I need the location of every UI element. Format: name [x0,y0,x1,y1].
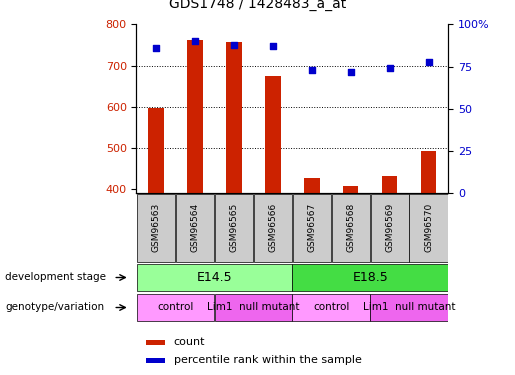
Bar [421,151,436,193]
Point [347,69,355,75]
Text: GSM96563: GSM96563 [151,203,161,252]
FancyBboxPatch shape [136,264,292,291]
Point [307,67,316,73]
Bar [148,108,164,193]
FancyBboxPatch shape [370,294,448,321]
Bar [382,176,398,193]
Text: E14.5: E14.5 [197,271,232,284]
FancyBboxPatch shape [371,194,409,262]
FancyBboxPatch shape [293,194,331,262]
Text: percentile rank within the sample: percentile rank within the sample [174,356,362,366]
Bar [304,178,319,193]
Text: E18.5: E18.5 [352,271,388,284]
Text: control: control [157,303,194,312]
FancyBboxPatch shape [409,194,448,262]
Text: count: count [174,338,205,348]
Point [191,38,199,44]
Text: GSM96570: GSM96570 [424,203,433,252]
Point [269,43,277,49]
FancyBboxPatch shape [137,194,175,262]
Point [424,58,433,64]
Text: genotype/variation: genotype/variation [6,303,105,312]
Text: GSM96569: GSM96569 [385,203,394,252]
Bar [146,358,164,363]
Text: GSM96565: GSM96565 [229,203,238,252]
FancyBboxPatch shape [293,264,448,291]
Point [230,42,238,48]
Text: GSM96568: GSM96568 [346,203,355,252]
Text: GSM96566: GSM96566 [268,203,277,252]
Text: GSM96567: GSM96567 [307,203,316,252]
Text: development stage: development stage [6,273,107,282]
Text: Lim1  null mutant: Lim1 null mutant [363,303,455,312]
FancyBboxPatch shape [293,294,370,321]
Text: control: control [313,303,349,312]
Point [386,65,394,71]
Bar [265,76,281,193]
FancyBboxPatch shape [176,194,214,262]
Bar [187,40,203,193]
Text: Lim1  null mutant: Lim1 null mutant [207,303,300,312]
FancyBboxPatch shape [136,294,214,321]
FancyBboxPatch shape [215,194,253,262]
Bar [146,340,164,345]
Text: GDS1748 / 1428483_a_at: GDS1748 / 1428483_a_at [169,0,346,11]
Point [152,45,160,51]
FancyBboxPatch shape [215,294,292,321]
Text: GSM96564: GSM96564 [191,203,199,252]
FancyBboxPatch shape [332,194,370,262]
Bar [343,186,358,193]
FancyBboxPatch shape [254,194,292,262]
Bar [226,42,242,193]
